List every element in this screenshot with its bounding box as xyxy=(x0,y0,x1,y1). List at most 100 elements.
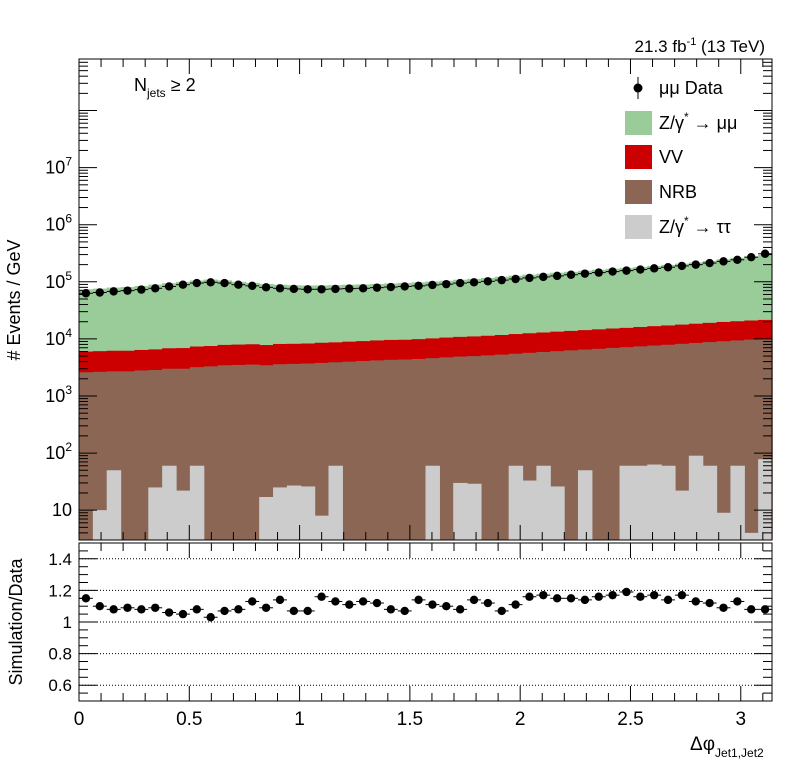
main-y-ticks: 10 102 103 104 105 106 107 xyxy=(45,58,772,541)
ratio-reference-lines xyxy=(79,558,772,686)
ratio-point xyxy=(649,590,659,600)
ztautau-bar xyxy=(758,459,773,540)
data-point xyxy=(649,264,659,273)
ratio-point xyxy=(123,603,132,612)
ztautau-bar xyxy=(647,464,662,540)
legend-label: Z/γ* → μμ xyxy=(659,110,737,133)
data-point xyxy=(192,278,202,288)
ztautau-bar xyxy=(300,486,316,540)
data-point xyxy=(705,258,714,268)
ratio-point xyxy=(164,608,174,617)
y-tick-label: 103 xyxy=(45,383,72,406)
data-point xyxy=(414,281,423,291)
stack-bar xyxy=(356,361,371,540)
ratio-plot-frame xyxy=(78,542,773,702)
ratio-point xyxy=(705,598,714,608)
ratio-y-ticks: 0.6 0.8 1 1.2 1.4 xyxy=(48,542,772,702)
ratio-point xyxy=(747,605,756,614)
ztautau-bar xyxy=(453,482,468,540)
data-point xyxy=(691,260,700,269)
x-tick-label: 3 xyxy=(735,709,746,730)
ratio-point xyxy=(248,597,257,606)
data-point xyxy=(428,280,437,290)
ratio-point xyxy=(483,598,493,608)
data-point xyxy=(289,284,299,294)
ratio-y-tick-label: 1.4 xyxy=(48,550,72,569)
ztautau-bar xyxy=(286,485,302,540)
data-point xyxy=(469,278,479,287)
ztautau-bar xyxy=(176,490,191,540)
ratio-point xyxy=(275,595,285,605)
ratio-point xyxy=(220,606,229,616)
ratio-point xyxy=(594,592,603,601)
data-point xyxy=(220,278,229,288)
stack-bar xyxy=(591,348,607,540)
stack-bar xyxy=(605,347,621,540)
ztautau-bar xyxy=(106,470,122,540)
ratio-point xyxy=(303,606,312,616)
data-point xyxy=(636,265,645,274)
legend-swatch xyxy=(625,215,652,239)
x-tick-label: 0 xyxy=(74,709,85,730)
ratio-point xyxy=(261,603,271,612)
legend-item: μμ Data xyxy=(633,77,724,99)
ratio-point xyxy=(192,605,202,614)
data-point xyxy=(358,284,368,293)
data-point xyxy=(151,284,160,293)
legend-item: VV xyxy=(625,145,683,169)
y-tick-label: 106 xyxy=(45,212,72,235)
stack-bar xyxy=(397,359,413,540)
y-tick-label: 10 xyxy=(52,500,72,520)
x-tick-label: 2 xyxy=(515,709,526,730)
data-point xyxy=(386,282,396,292)
stack-bar xyxy=(92,371,108,540)
data-point xyxy=(663,263,673,272)
x-tick-label: 1 xyxy=(294,709,305,730)
data-point xyxy=(164,282,174,291)
main-y-axis-label: # Events / GeV xyxy=(4,239,24,360)
ztautau-bar xyxy=(425,465,440,540)
legend-swatch xyxy=(625,111,652,135)
legend-marker xyxy=(633,83,643,93)
stack-bar xyxy=(439,357,454,540)
ratio-y-tick-label: 1 xyxy=(63,613,72,632)
data-point xyxy=(580,269,590,278)
ratio-y-tick-label: 0.6 xyxy=(48,676,72,695)
ztautau-bar xyxy=(577,470,593,540)
ztautau-bar xyxy=(702,465,718,540)
data-point xyxy=(81,289,91,298)
ratio-y-tick-label: 1.2 xyxy=(48,581,72,600)
stack-bar xyxy=(494,354,510,540)
main-plot-frame xyxy=(78,58,773,541)
ratio-point xyxy=(733,597,742,606)
ratio-point xyxy=(372,598,382,608)
stack-bar xyxy=(134,370,149,540)
data-point xyxy=(622,266,631,275)
data-point xyxy=(303,285,312,294)
y-tick-label: 102 xyxy=(45,440,72,463)
stack-bar xyxy=(217,365,233,540)
ratio-point xyxy=(580,595,590,605)
ratio-point xyxy=(289,606,299,616)
stack-bar xyxy=(259,365,274,540)
stack-bar xyxy=(370,360,385,540)
data-point xyxy=(275,284,285,293)
ratio-point xyxy=(137,605,146,614)
ratio-point xyxy=(151,603,160,612)
legend-item: Z/γ* → μμ xyxy=(625,110,737,135)
ratio-point xyxy=(206,613,215,622)
data-point xyxy=(552,271,562,281)
ztautau-bar xyxy=(92,510,108,540)
legend-label: NRB xyxy=(659,182,697,202)
main-stack-area xyxy=(79,254,773,541)
y-tick-label: 105 xyxy=(45,269,72,292)
ratio-point xyxy=(234,605,243,614)
ratio-point xyxy=(663,595,673,605)
data-point xyxy=(261,283,271,292)
ratio-point xyxy=(455,605,465,614)
data-point xyxy=(483,277,493,286)
data-point xyxy=(442,279,451,289)
ztautau-bar xyxy=(467,483,482,540)
data-point xyxy=(345,284,354,293)
ratio-point xyxy=(442,602,451,611)
